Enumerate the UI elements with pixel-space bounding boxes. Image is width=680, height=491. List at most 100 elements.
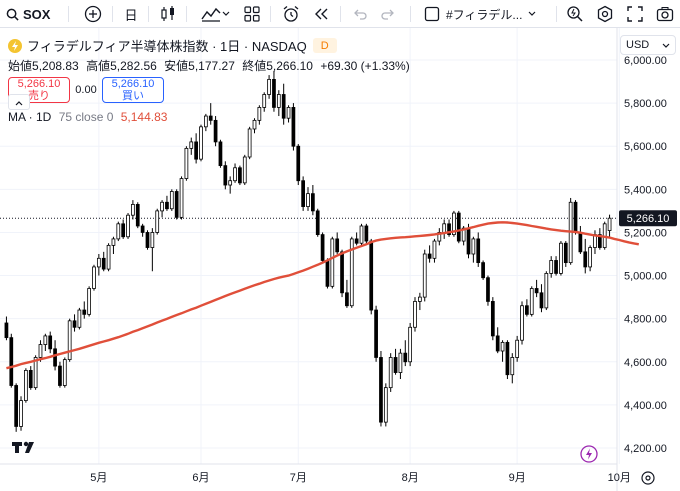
candle-body — [607, 217, 612, 231]
candle — [140, 223, 145, 237]
delayed-badge[interactable]: D — [312, 38, 337, 53]
open-label: 始値 — [8, 59, 33, 73]
candle-body — [525, 305, 529, 315]
candle — [330, 236, 335, 289]
candle-body — [413, 301, 417, 328]
grid-icon — [244, 6, 260, 22]
last-price-tag: 5,266.10 — [619, 210, 677, 227]
layout-selector[interactable]: #フィラデル... — [424, 0, 550, 28]
candle — [242, 154, 247, 186]
candle — [364, 223, 369, 244]
candle — [62, 357, 67, 388]
candle-body — [145, 232, 150, 248]
candle — [19, 396, 23, 431]
candle-body — [476, 238, 481, 264]
interval-button[interactable]: 日 — [122, 0, 140, 28]
candle-body — [510, 357, 515, 376]
candle-body — [578, 232, 583, 253]
candle-body — [189, 141, 194, 149]
candle — [301, 176, 305, 211]
candle — [374, 305, 378, 362]
undo-button[interactable] — [350, 0, 370, 28]
candle-body — [247, 128, 252, 158]
candle-body — [101, 257, 106, 270]
camera-icon — [656, 6, 674, 22]
candle — [520, 301, 524, 345]
hexagon-gear-icon — [596, 5, 614, 23]
chart-type-button[interactable] — [158, 0, 178, 28]
price-chart[interactable]: 4,200.00 4,400.00 4,600.00 4,800.00 5,000.00… — [0, 28, 680, 491]
candle-body — [549, 260, 554, 274]
indicators-button[interactable] — [196, 0, 234, 28]
candle-body — [379, 357, 383, 423]
buy-price: 5,266.10 — [111, 78, 155, 90]
candle-body — [359, 225, 364, 244]
candle — [388, 353, 393, 392]
candle — [432, 238, 437, 263]
candle-body — [218, 141, 223, 167]
candle-body — [505, 341, 510, 376]
ma-indicator-legend[interactable]: MA · 1D 75 close 0 5,144.83 — [8, 110, 167, 124]
price-tick-label: 4,400.00 — [624, 400, 667, 412]
candle-body — [554, 260, 558, 274]
candle-body — [301, 180, 305, 207]
bolt-icon[interactable] — [580, 445, 598, 463]
candle-body — [442, 223, 447, 233]
candle-body — [500, 341, 505, 352]
candle-body — [116, 223, 121, 240]
symbol-search-button[interactable]: SOX — [6, 0, 52, 28]
candle-body — [563, 242, 568, 264]
settings-button[interactable] — [594, 0, 616, 28]
candle-body — [490, 301, 495, 337]
buy-button[interactable]: 5,266.10 買い — [102, 77, 164, 103]
time-axis-settings-icon[interactable] — [641, 471, 655, 485]
candle — [145, 230, 150, 250]
time-axis[interactable]: 5月 6月 7月 8月 9月 10月 — [90, 472, 631, 484]
redo-button[interactable] — [378, 0, 398, 28]
candle-body — [471, 238, 476, 255]
candle-body — [349, 238, 354, 307]
undo-icon — [352, 7, 368, 21]
candle-body — [131, 204, 135, 216]
candle — [96, 254, 101, 276]
replay-button[interactable] — [310, 0, 332, 28]
snapshot-button[interactable] — [654, 0, 676, 28]
currency-selector[interactable]: USD — [620, 35, 676, 55]
candle-body — [242, 156, 247, 184]
price-axis[interactable]: 4,200.00 4,400.00 4,600.00 4,800.00 5,000.00… — [624, 55, 667, 455]
candle-body — [534, 288, 539, 294]
alert-button[interactable] — [280, 0, 302, 28]
candle-body — [82, 309, 87, 315]
quick-search-button[interactable] — [564, 0, 586, 28]
candle — [349, 236, 354, 308]
candle-body — [403, 352, 408, 363]
candle-body — [208, 115, 213, 121]
candle-body — [276, 94, 281, 108]
candle-body — [320, 234, 325, 261]
price-tick-label: 5,400.00 — [624, 184, 667, 196]
candles-series — [4, 70, 612, 432]
candle — [67, 318, 72, 362]
fullscreen-button[interactable] — [624, 0, 646, 28]
candle — [320, 232, 325, 263]
grid — [0, 28, 620, 464]
layouts-button[interactable] — [242, 0, 262, 28]
tradingview-logo-icon[interactable] — [12, 441, 34, 453]
candle-body — [495, 335, 500, 352]
candle — [573, 200, 578, 235]
candle — [379, 351, 383, 427]
candle-body — [14, 385, 19, 427]
price-tick-label: 5,000.00 — [624, 271, 667, 283]
candle — [529, 286, 534, 317]
candle — [160, 200, 164, 218]
compare-symbol-button[interactable] — [82, 0, 104, 28]
candle — [228, 176, 233, 194]
candle — [199, 124, 203, 162]
candle — [471, 236, 476, 263]
low-value: 5,177.27 — [188, 59, 235, 73]
legend-collapse-button[interactable] — [8, 94, 30, 110]
candle-body — [126, 214, 130, 238]
candle-body — [520, 305, 524, 341]
indicators-icon — [200, 5, 222, 23]
candle — [267, 75, 271, 99]
